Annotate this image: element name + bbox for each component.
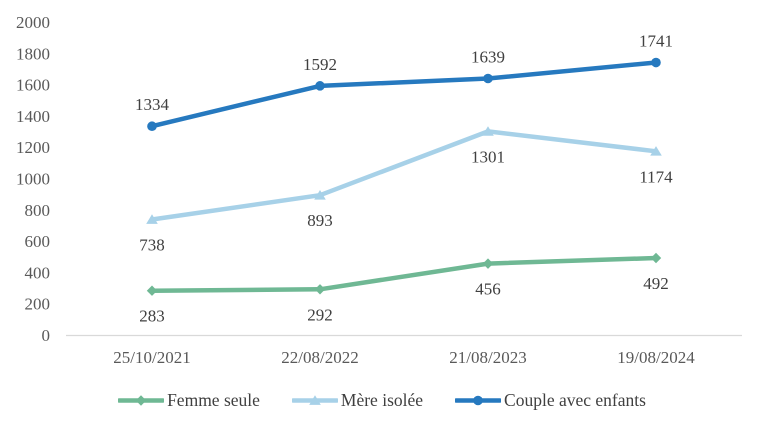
svg-text:1592: 1592 xyxy=(303,55,337,74)
svg-text:0: 0 xyxy=(42,326,51,345)
svg-text:1639: 1639 xyxy=(471,48,505,67)
svg-text:1334: 1334 xyxy=(135,95,170,114)
legend-item-couple-avec-enfants: Couple avec enfants xyxy=(455,390,646,411)
svg-text:1741: 1741 xyxy=(639,32,673,51)
svg-text:600: 600 xyxy=(25,232,51,251)
svg-text:492: 492 xyxy=(643,274,669,293)
svg-text:25/10/2021: 25/10/2021 xyxy=(113,348,190,367)
svg-text:1400: 1400 xyxy=(16,107,50,126)
svg-text:1301: 1301 xyxy=(471,147,505,166)
svg-text:738: 738 xyxy=(139,236,165,255)
svg-text:292: 292 xyxy=(307,305,333,324)
legend-label-couple-avec-enfants: Couple avec enfants xyxy=(504,390,646,410)
legend-item-femme-seule: Femme seule xyxy=(118,390,260,411)
svg-text:1200: 1200 xyxy=(16,138,50,157)
legend-label-femme-seule: Femme seule xyxy=(167,390,260,410)
svg-text:2000: 2000 xyxy=(16,13,50,32)
svg-text:893: 893 xyxy=(307,211,333,230)
legend-label-mere-isolee: Mère isolée xyxy=(340,390,424,410)
svg-text:22/08/2022: 22/08/2022 xyxy=(281,348,358,367)
legend-circle-marker-icon xyxy=(455,395,502,406)
svg-text:283: 283 xyxy=(139,307,165,326)
svg-text:200: 200 xyxy=(25,295,51,314)
svg-text:19/08/2024: 19/08/2024 xyxy=(617,348,695,367)
legend-diamond-marker-icon xyxy=(118,395,165,406)
svg-text:800: 800 xyxy=(25,201,51,220)
legend-item-mere-isolee: Mère isolée xyxy=(291,390,424,411)
svg-text:400: 400 xyxy=(25,263,51,282)
svg-text:1800: 1800 xyxy=(16,44,50,63)
chart-plot-area: 0 200 400 600 800 1000 1200 1400 1600 1800 2000 25/… xyxy=(16,13,742,367)
legend-triangle-marker-icon xyxy=(291,395,338,405)
svg-text:21/08/2023: 21/08/2023 xyxy=(449,348,526,367)
svg-text:1600: 1600 xyxy=(16,76,50,95)
svg-text:1000: 1000 xyxy=(16,169,50,188)
svg-text:1174: 1174 xyxy=(639,167,673,186)
svg-text:456: 456 xyxy=(475,280,501,299)
chart-legend: Femme seule Mère isolée Couple avec enfa… xyxy=(0,390,764,411)
